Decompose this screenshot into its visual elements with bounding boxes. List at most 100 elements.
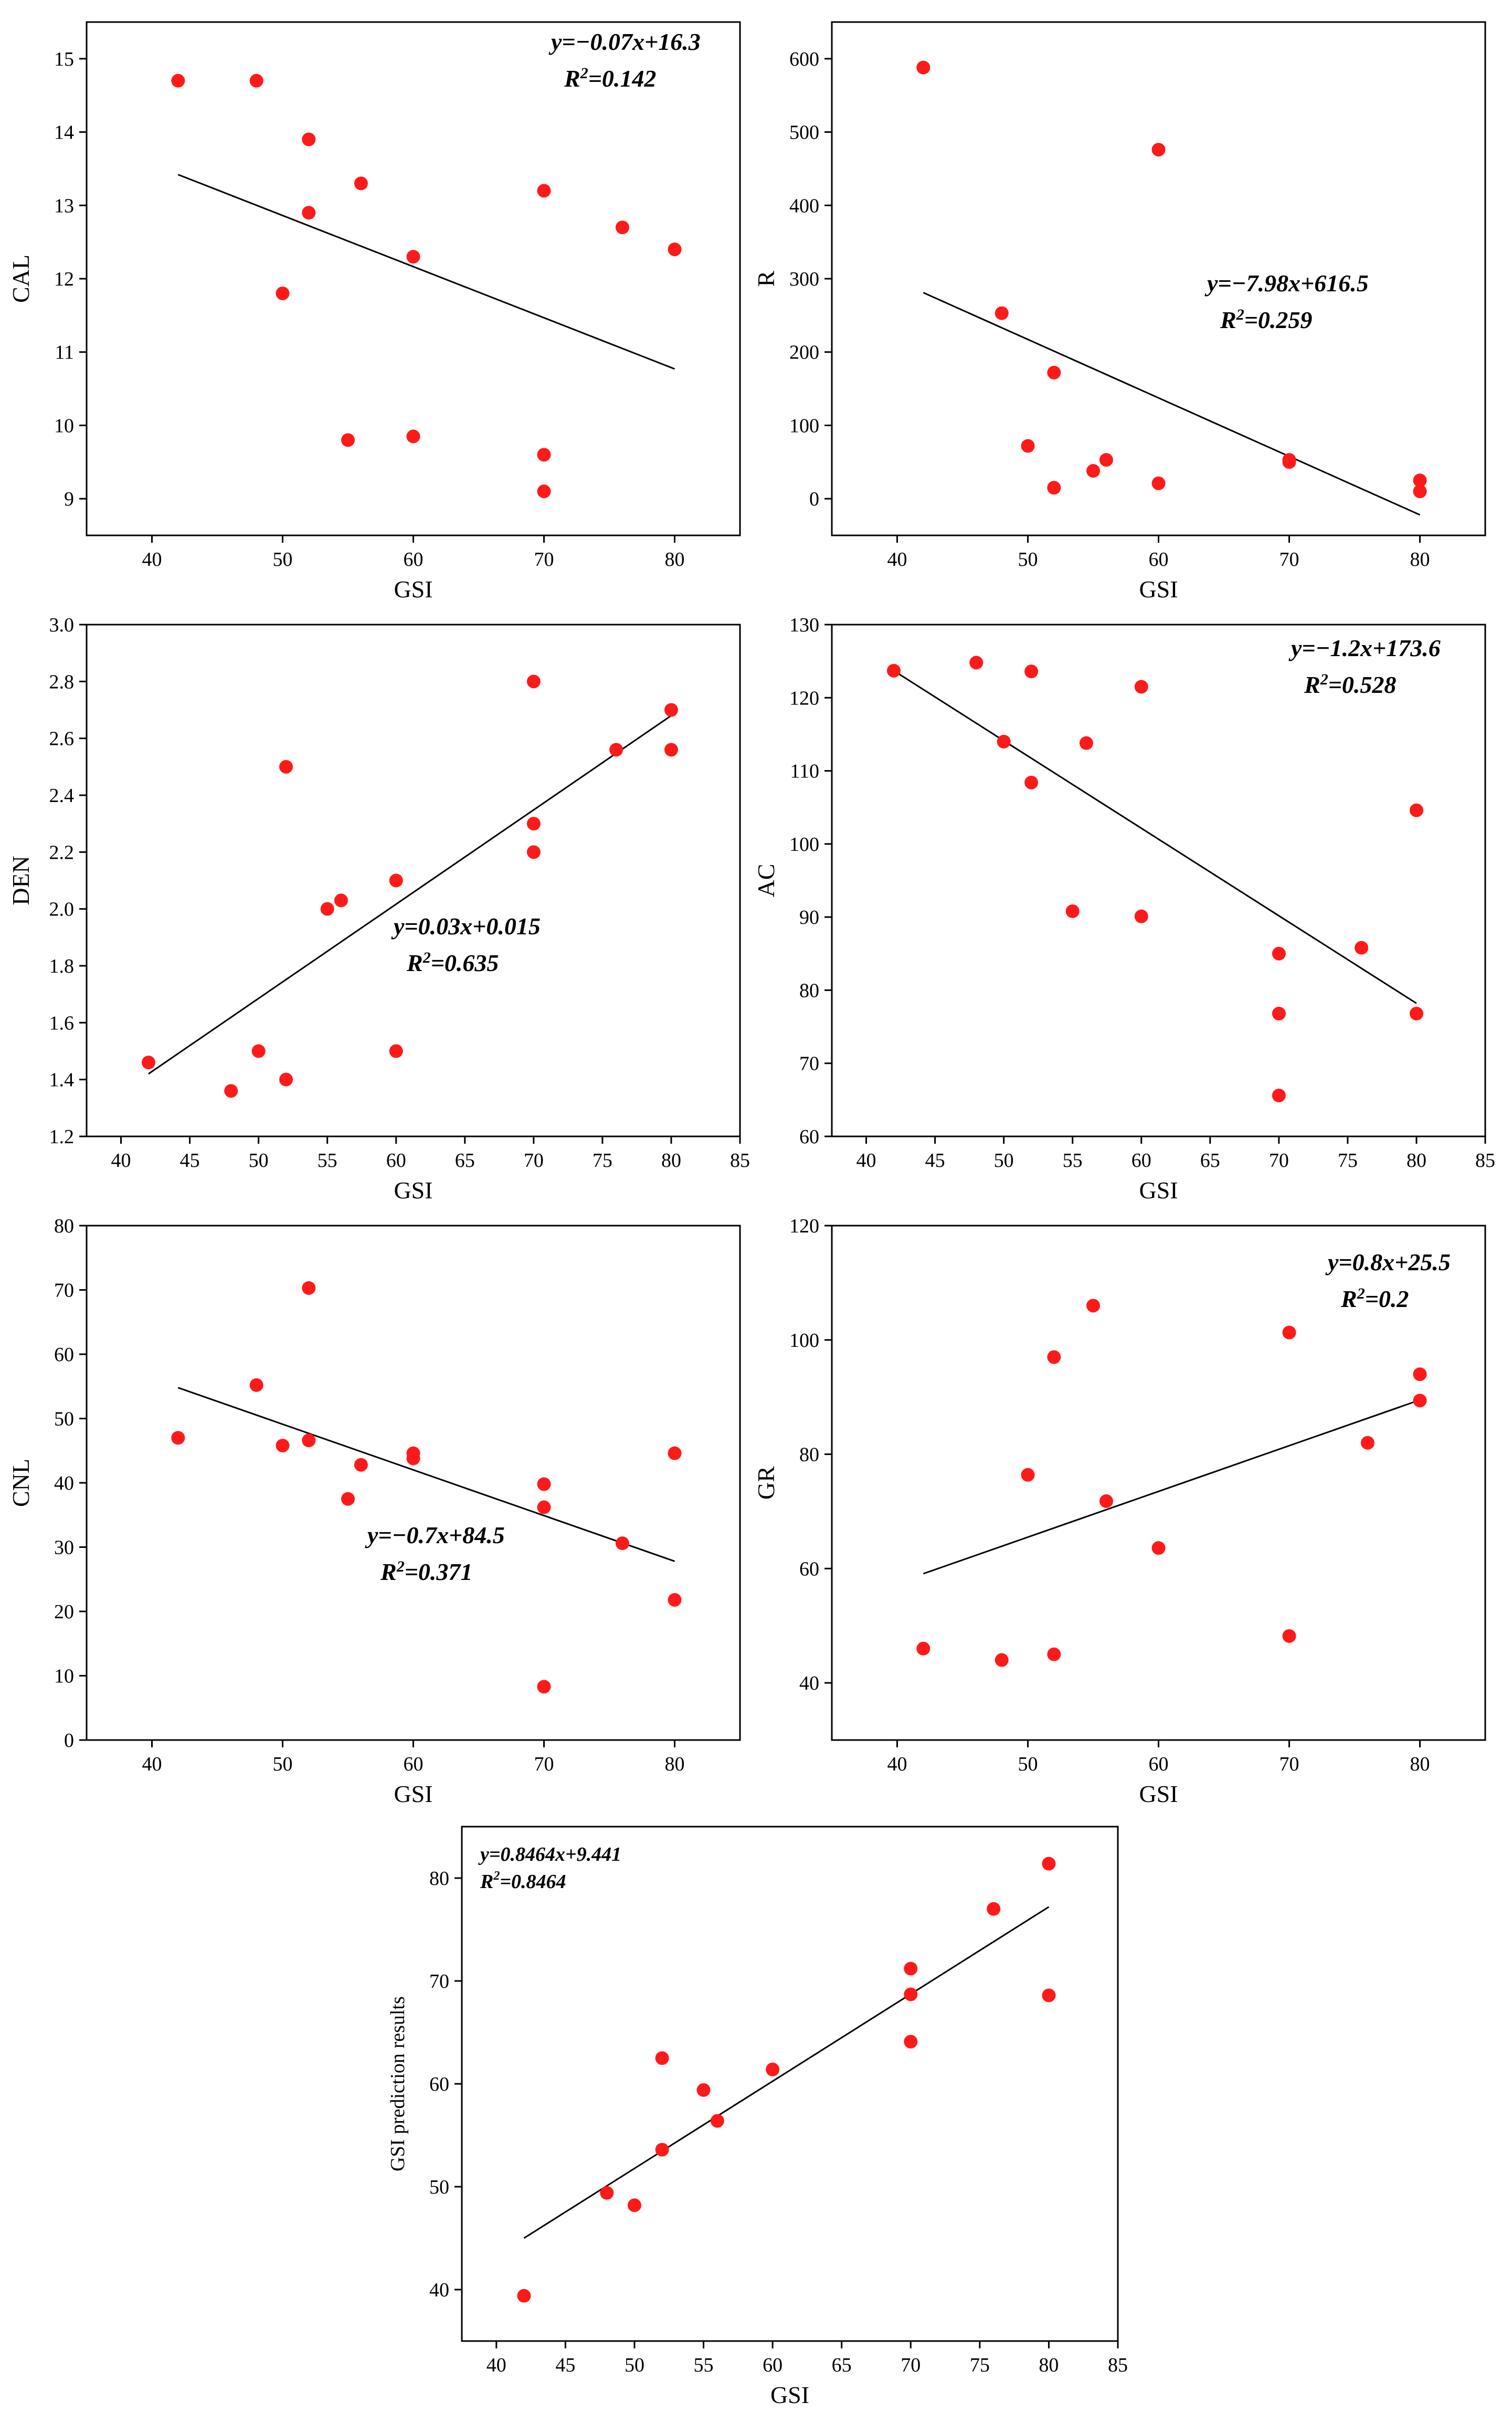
cnl-y-tick-label: 80 [54, 1215, 74, 1237]
cal-y-tick-label: 11 [55, 342, 74, 364]
den-data-point [141, 1056, 155, 1070]
gr-y-tick-label: 120 [789, 1215, 819, 1237]
r-data-point [1151, 476, 1166, 490]
pred-x-tick-label: 75 [970, 2354, 990, 2376]
ac-r-squared-symbol: R [1304, 671, 1320, 698]
den-y-tick-label: 3.0 [49, 614, 75, 636]
cal-data-point [668, 243, 682, 257]
pred-x-tick-label: 40 [487, 2354, 506, 2376]
pred-x-tick-label: 65 [832, 2354, 852, 2376]
cal-y-tick-label: 14 [54, 122, 74, 144]
den-data-point [389, 1044, 403, 1058]
ac-x-tick-label: 50 [994, 1150, 1014, 1172]
r-y-tick-label: 100 [789, 415, 819, 437]
r-data-point [1086, 464, 1100, 478]
ac-data-point [969, 656, 984, 670]
den-data-point [224, 1084, 238, 1098]
cnl-data-point [668, 1593, 682, 1607]
den-x-tick-label: 80 [661, 1150, 681, 1172]
r-x-tick-label: 50 [1018, 549, 1038, 571]
cnl-r-squared-exponent: 2 [396, 1558, 405, 1575]
cal-y-tick-label: 15 [54, 48, 74, 70]
r-y-tick-label: 600 [789, 48, 819, 70]
ac-vs-gsi-panel: 40 45 50 55 60 65 70 75 80 85 60 70 80 90 100 110 120 130… [753, 614, 1495, 1204]
gr-r-squared: R2=0.2 [1340, 1285, 1409, 1312]
r-r-squared-value: =0.259 [1244, 307, 1313, 333]
den-r-squared-exponent: 2 [422, 949, 431, 966]
cal-y-tick-label: 9 [64, 488, 74, 510]
ac-data-point [1355, 941, 1369, 955]
ac-x-axis-title: GSI [1139, 1177, 1178, 1204]
cal-x-tick-label: 70 [534, 549, 554, 571]
gr-x-tick-label: 50 [1018, 1753, 1038, 1775]
den-x-tick-label: 75 [593, 1150, 612, 1172]
cnl-data-point [406, 1451, 420, 1466]
den-y-tick-label: 2.2 [49, 841, 75, 863]
den-r-squared-symbol: R [406, 950, 423, 976]
den-data-point [389, 873, 403, 888]
pred-x-tick-label: 80 [1039, 2354, 1059, 2376]
pred-data-point [1042, 1988, 1056, 2002]
cal-data-point [302, 206, 316, 220]
cal-data-point [615, 220, 629, 235]
r-y-tick-label: 200 [789, 342, 819, 364]
pred-regression-line [523, 1906, 1050, 2239]
r-data-point [1047, 481, 1061, 495]
den-x-tick-label: 55 [318, 1150, 337, 1172]
r-vs-gsi-panel: 40 50 60 70 80 0 100 200 300 400 500 600 GSI R y=−7.98… [753, 21, 1486, 603]
r-x-tick-label: 70 [1280, 549, 1299, 571]
cnl-fit-equation: y=−0.7x+84.5 [365, 1522, 505, 1548]
cal-x-tick-label: 80 [665, 549, 685, 571]
ac-data-point [1272, 946, 1286, 961]
cnl-y-tick-label: 60 [54, 1344, 74, 1366]
cnl-y-axis-title: CNL [7, 1459, 34, 1507]
cnl-data-point [537, 1680, 551, 1694]
den-x-tick-label: 70 [524, 1150, 544, 1172]
pred-y-tick-label: 80 [429, 1868, 449, 1890]
ac-y-tick-label: 110 [790, 761, 819, 783]
cnl-y-tick-label: 10 [54, 1665, 74, 1688]
gr-r-squared-value: =0.2 [1365, 1285, 1409, 1312]
cnl-r-squared-symbol: R [380, 1558, 397, 1585]
r-data-point [1151, 143, 1166, 157]
den-data-point [279, 760, 293, 774]
cnl-x-tick-label: 50 [273, 1753, 293, 1775]
den-y-tick-label: 2.0 [49, 899, 75, 921]
den-x-tick-label: 45 [180, 1150, 200, 1172]
cnl-y-tick-label: 70 [54, 1280, 74, 1302]
gr-data-point [1086, 1299, 1100, 1313]
cal-data-point [537, 484, 551, 499]
cal-data-point [171, 73, 185, 88]
pred-data-point [1042, 1857, 1056, 1871]
den-plot-frame [86, 624, 741, 1137]
cal-data-point [276, 286, 290, 300]
pred-y-tick-label: 40 [429, 2279, 449, 2301]
ac-data-point [1134, 909, 1148, 923]
cal-vs-gsi-panel: 40 50 60 70 80 9 10 11 12 13 14 15 GSI CAL y=−0.07x+16… [7, 21, 741, 603]
den-data-point [664, 743, 678, 757]
ac-r-squared-value: =0.528 [1328, 671, 1397, 698]
cnl-data-point [668, 1446, 682, 1460]
gr-data-point [1360, 1436, 1374, 1450]
prediction-vs-gsi-panel: 40 45 50 55 60 65 70 75 80 85 40 50 60 70 80 GSI GSI pre… [387, 1826, 1128, 2408]
ac-r-squared-exponent: 2 [1320, 671, 1328, 688]
cal-r-squared-exponent: 2 [580, 65, 588, 82]
ac-data-point [1409, 1007, 1423, 1020]
ac-x-tick-label: 80 [1407, 1150, 1426, 1172]
ac-x-tick-label: 75 [1338, 1150, 1358, 1172]
den-r-squared-value: =0.635 [431, 950, 499, 976]
pred-plot-frame [461, 1826, 1119, 2342]
den-y-tick-label: 2.8 [49, 671, 75, 693]
pred-r-squared: R2=0.8464 [480, 1869, 566, 1893]
ac-data-point [886, 663, 901, 678]
ac-x-tick-label: 60 [1132, 1150, 1151, 1172]
gr-r-squared-exponent: 2 [1357, 1285, 1365, 1302]
ac-data-point [1065, 904, 1080, 918]
pred-data-point [517, 2289, 531, 2303]
cnl-x-tick-label: 60 [404, 1753, 424, 1775]
r-y-tick-label: 400 [789, 195, 819, 217]
r-y-tick-label: 0 [809, 488, 819, 510]
ac-y-tick-label: 70 [799, 1053, 819, 1075]
den-data-point [526, 817, 541, 831]
r-data-point [1021, 439, 1035, 453]
